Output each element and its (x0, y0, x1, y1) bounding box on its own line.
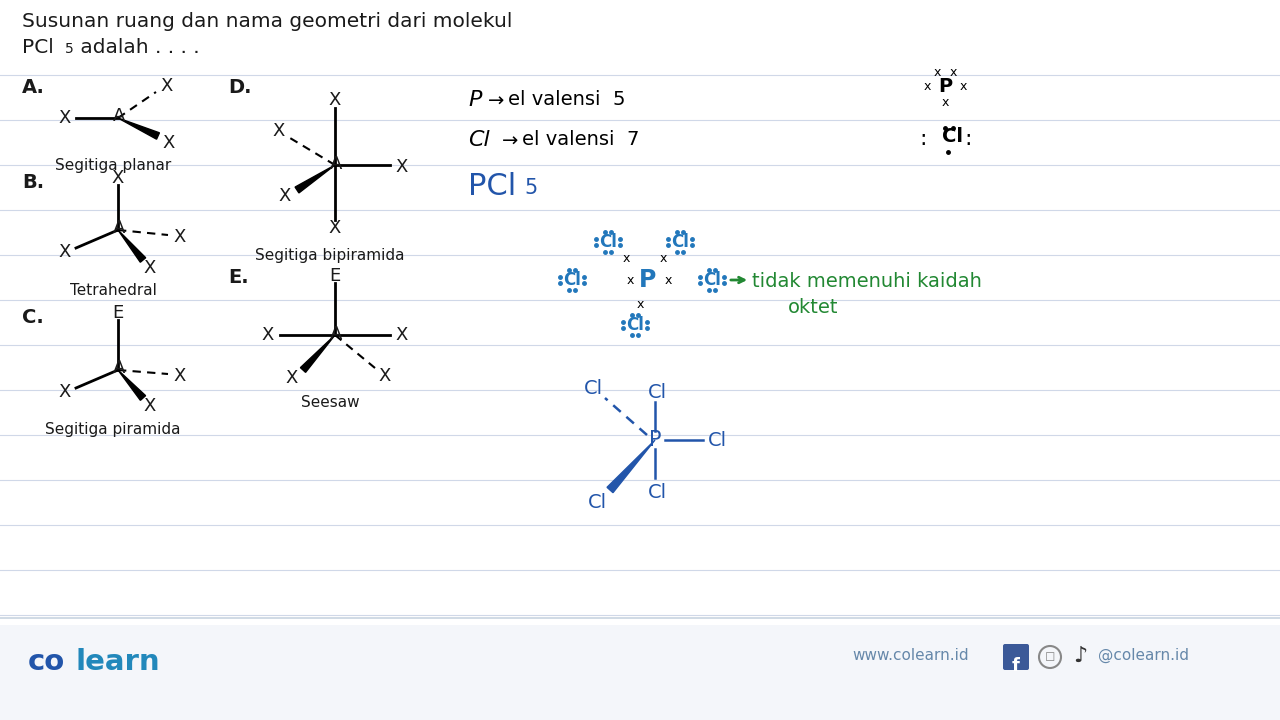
Text: P: P (468, 90, 481, 110)
Text: X: X (273, 122, 285, 140)
Text: x: x (950, 66, 956, 78)
Text: Cl: Cl (588, 492, 607, 511)
Text: el valensi  7: el valensi 7 (522, 130, 640, 149)
Text: $\rightarrow$: $\rightarrow$ (498, 130, 520, 149)
Text: D.: D. (228, 78, 251, 97)
Polygon shape (301, 335, 335, 372)
Text: X: X (143, 259, 156, 277)
Text: Susunan ruang dan nama geometri dari molekul: Susunan ruang dan nama geometri dari mol… (22, 12, 512, 31)
Text: P: P (649, 430, 662, 450)
Polygon shape (118, 370, 146, 400)
Text: X: X (163, 134, 175, 152)
Polygon shape (296, 165, 335, 193)
Text: Segitiga planar: Segitiga planar (55, 158, 172, 173)
Text: X: X (174, 228, 186, 246)
Text: X: X (396, 158, 408, 176)
Text: x: x (626, 274, 634, 287)
Text: Cl: Cl (671, 233, 689, 251)
Text: x: x (622, 251, 630, 264)
Text: Cl: Cl (708, 431, 727, 449)
Text: A: A (330, 155, 342, 173)
Text: co: co (28, 648, 65, 676)
Text: x: x (923, 79, 931, 92)
Bar (0, 625, 1280, 720)
Text: el valensi  5: el valensi 5 (508, 90, 626, 109)
Text: A: A (330, 325, 342, 343)
Text: PCl: PCl (22, 38, 54, 57)
Text: X: X (279, 187, 291, 205)
Text: E.: E. (228, 268, 248, 287)
Text: E: E (329, 267, 340, 285)
Text: X: X (174, 367, 186, 385)
Text: Seesaw: Seesaw (301, 395, 360, 410)
Text: PCl: PCl (468, 172, 516, 201)
Text: P: P (938, 76, 952, 96)
Text: x: x (636, 299, 644, 312)
Polygon shape (118, 118, 160, 139)
Text: ◻: ◻ (1044, 650, 1055, 664)
Text: Cl: Cl (648, 382, 667, 402)
Text: X: X (285, 369, 298, 387)
Text: x: x (664, 274, 672, 287)
Text: Cl: Cl (599, 233, 617, 251)
Text: A: A (113, 359, 125, 377)
Text: X: X (396, 326, 408, 344)
Text: X: X (329, 91, 342, 109)
Text: tidak memenuhi kaidah: tidak memenuhi kaidah (753, 272, 982, 291)
Text: oktet: oktet (788, 298, 838, 317)
Text: X: X (262, 326, 274, 344)
Text: Tetrahedral: Tetrahedral (69, 283, 156, 298)
Text: Segitiga bipiramida: Segitiga bipiramida (255, 248, 404, 263)
Text: X: X (59, 109, 72, 127)
Text: Cl: Cl (648, 482, 667, 502)
Text: :: : (919, 129, 927, 149)
Text: Cl: Cl (468, 130, 490, 150)
Text: x: x (941, 96, 948, 109)
Text: C.: C. (22, 308, 44, 327)
Text: X: X (329, 219, 342, 237)
Text: Segitiga piramida: Segitiga piramida (45, 422, 180, 437)
Text: Cl: Cl (563, 271, 581, 289)
Text: x: x (959, 79, 966, 92)
Text: learn: learn (76, 648, 160, 676)
Text: f: f (1012, 657, 1020, 675)
Text: X: X (379, 367, 392, 385)
Text: X: X (59, 383, 72, 401)
Text: :: : (964, 129, 972, 149)
Text: www.colearn.id: www.colearn.id (852, 648, 969, 663)
Text: x: x (933, 66, 941, 78)
Text: x: x (659, 251, 667, 264)
Text: X: X (143, 397, 156, 415)
Text: 5: 5 (65, 42, 74, 56)
Text: Cl: Cl (942, 127, 963, 146)
Text: P: P (639, 268, 657, 292)
Text: $\rightarrow$: $\rightarrow$ (484, 90, 506, 109)
Text: Cl: Cl (626, 316, 644, 334)
Text: E: E (113, 304, 124, 322)
FancyBboxPatch shape (1004, 644, 1029, 670)
Polygon shape (118, 230, 146, 262)
Text: X: X (59, 243, 72, 261)
Text: B.: B. (22, 173, 44, 192)
Text: @colearn.id: @colearn.id (1098, 648, 1189, 663)
Text: X: X (161, 77, 173, 95)
Text: A: A (113, 219, 125, 237)
Text: 5: 5 (524, 178, 538, 198)
Text: ♪: ♪ (1073, 646, 1087, 666)
Text: Cl: Cl (584, 379, 603, 397)
Text: A.: A. (22, 78, 45, 97)
Text: A: A (113, 107, 125, 125)
Text: adalah . . . .: adalah . . . . (74, 38, 200, 57)
Text: Cl: Cl (703, 271, 721, 289)
Text: X: X (111, 169, 124, 187)
Polygon shape (607, 440, 655, 492)
